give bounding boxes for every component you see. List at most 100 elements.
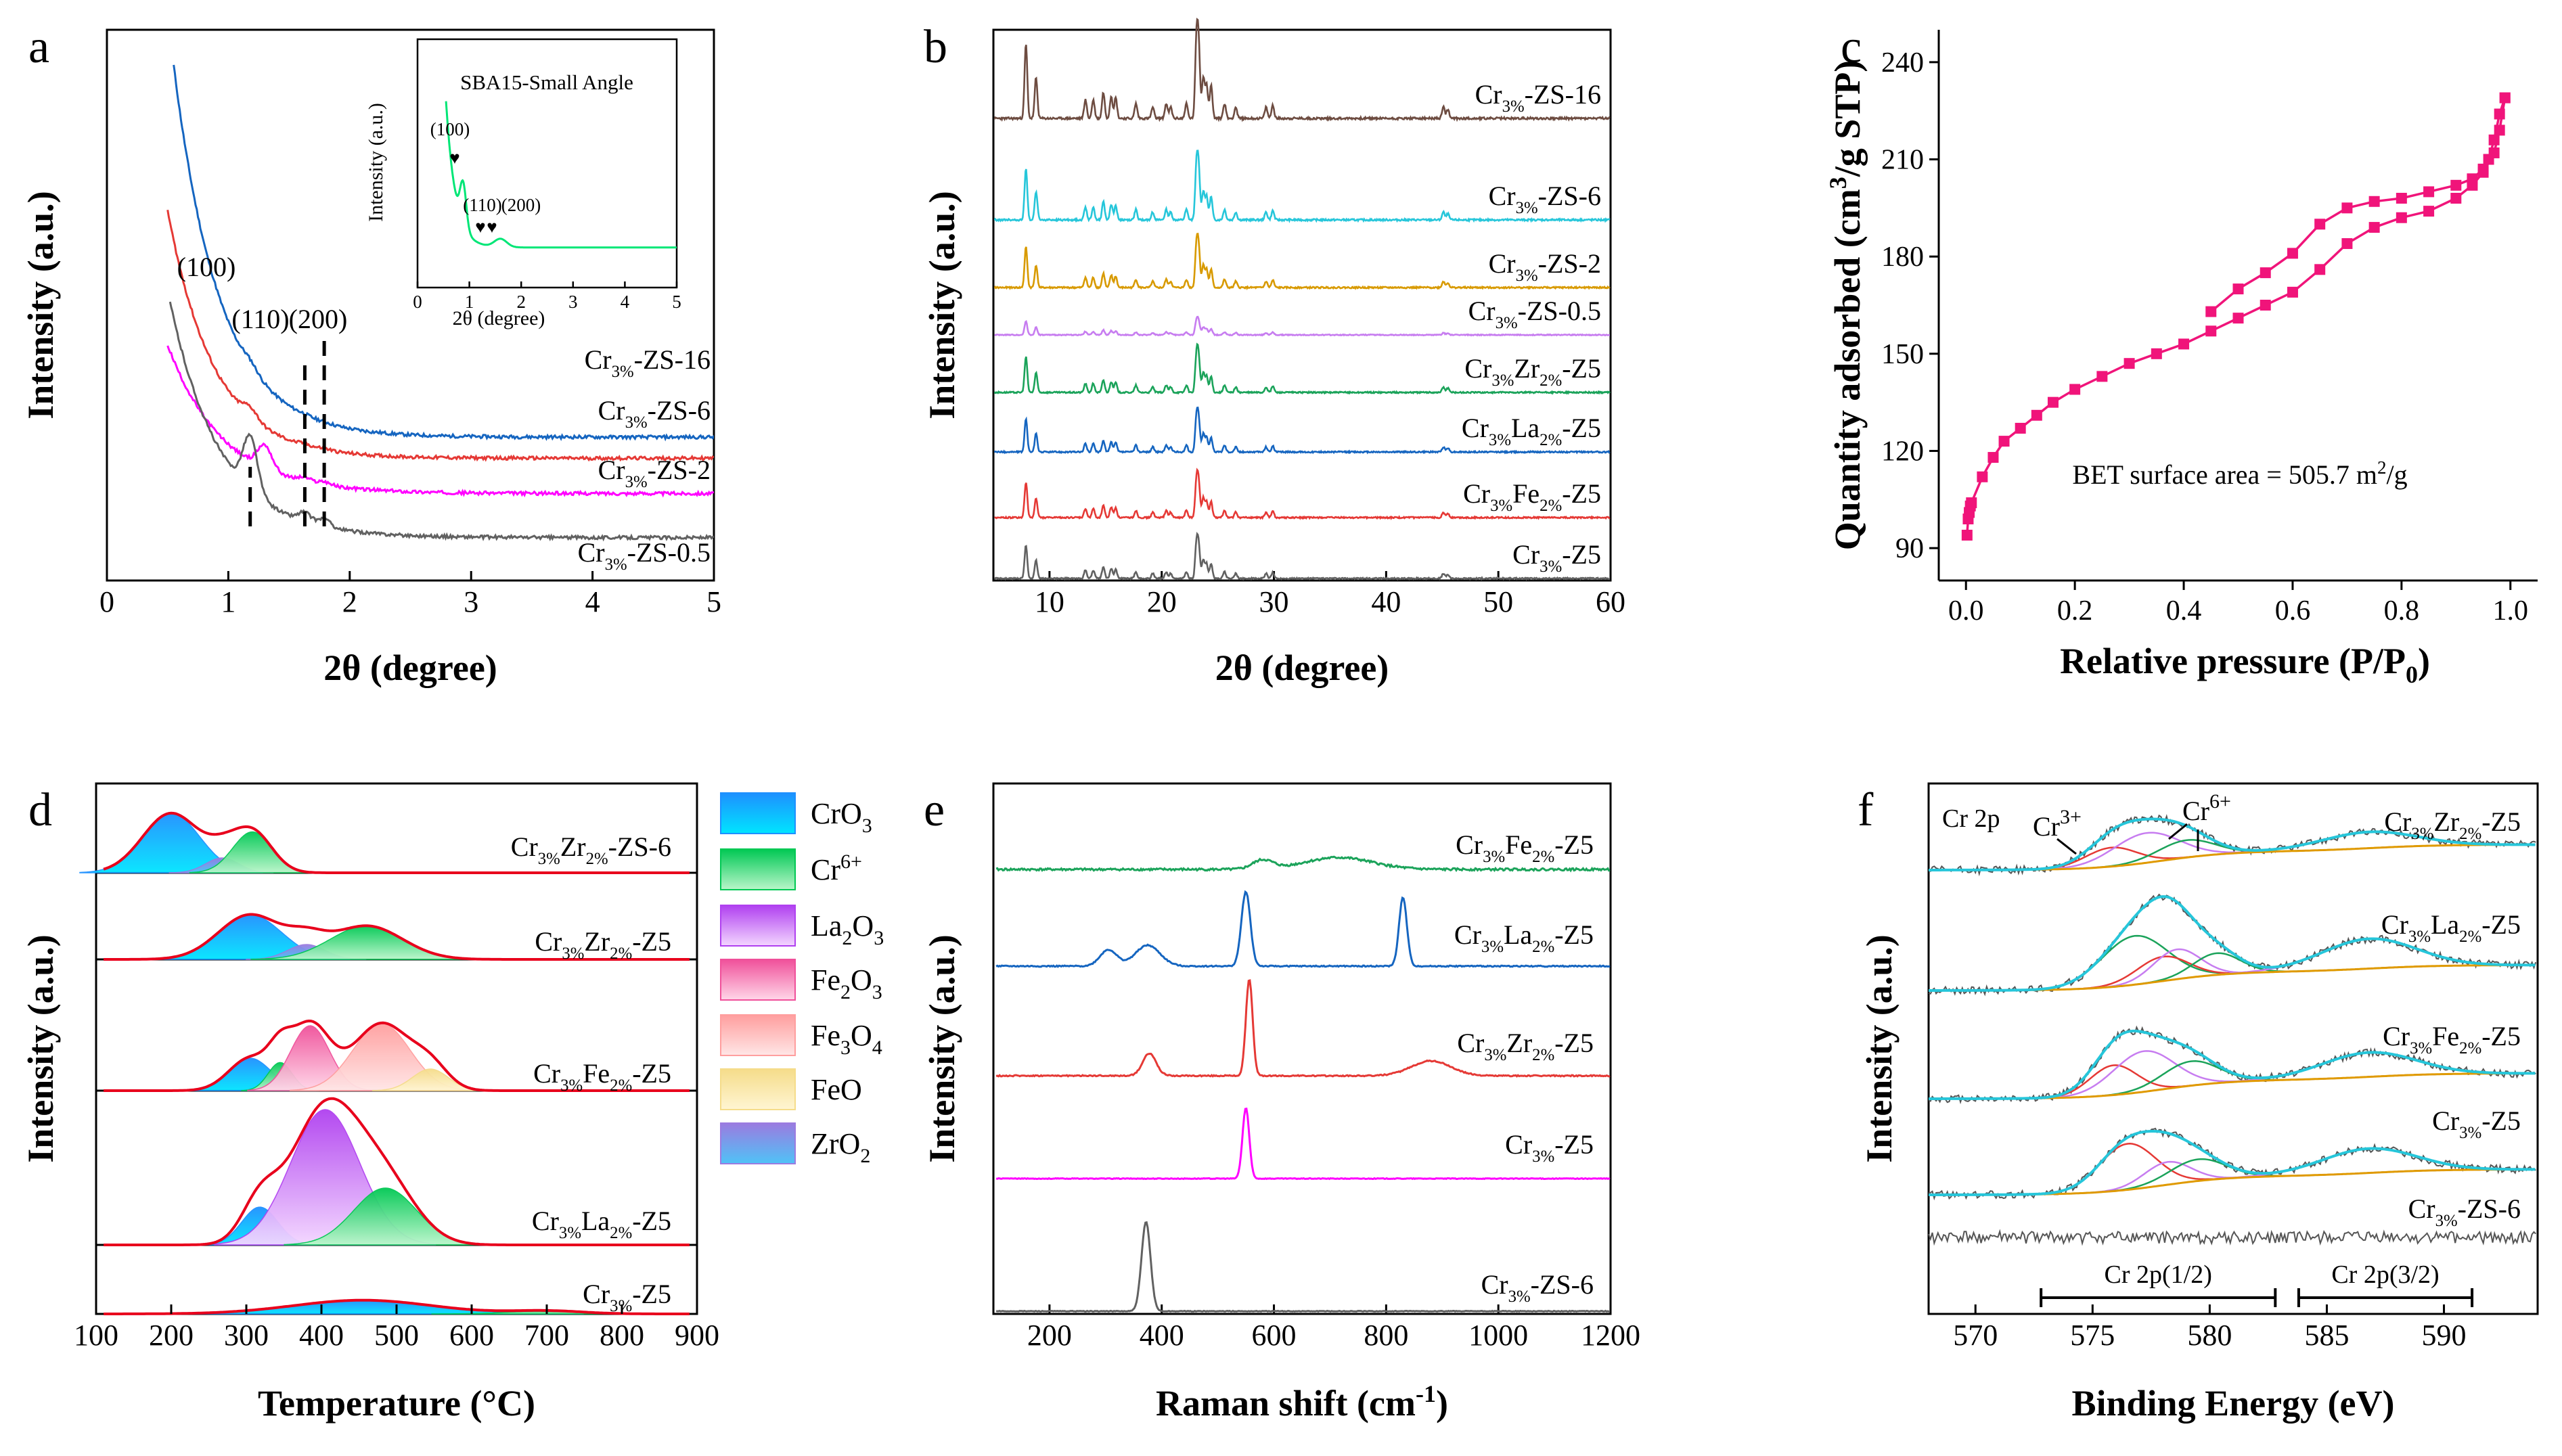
legend-swatch: [720, 905, 796, 947]
text-part: -Z5: [2481, 1106, 2521, 1136]
bracket-label: Cr 2p(1/2): [2105, 1260, 2212, 1289]
text-part: 2%: [610, 1076, 632, 1095]
text-part: -Z5: [1562, 478, 1601, 509]
xps-envelope: [1929, 817, 2536, 871]
x-tick-label: 4: [621, 292, 630, 312]
y-axis-title: Quantity adsorbed (cm3/g STP): [1824, 60, 1868, 551]
plot-frame: [992, 28, 1612, 582]
xps-component: [1929, 832, 2536, 871]
xps-envelope: [1929, 895, 2536, 992]
xps-raw-data: [1928, 1229, 2536, 1246]
series-line-ZS0.5: [168, 301, 714, 542]
text-part: 2%: [586, 850, 608, 868]
text-part: 3%: [1490, 497, 1512, 515]
text-part: O: [851, 963, 872, 997]
isotherm-point: [2467, 173, 2478, 185]
legend-label: Fe2O3: [811, 963, 882, 1003]
inset-title: SBA15-Small Angle: [460, 70, 633, 94]
isotherm-point: [2483, 154, 2494, 165]
text-part: Cr: [2432, 1106, 2459, 1136]
series-label: Cr3%-ZS-0.5: [578, 537, 711, 574]
x-axis-title: Temperature (°C): [258, 1383, 535, 1424]
text-part: -Z5: [2481, 909, 2521, 940]
xps-component: [1929, 831, 2536, 871]
text-part: La: [2431, 909, 2459, 940]
raman-spectrum: [995, 855, 1611, 873]
text-part: Cr: [1454, 919, 1481, 950]
text-part: -ZS-16: [1525, 79, 1601, 110]
isotherm-point: [1998, 436, 2010, 447]
text-part: Cr: [2381, 909, 2408, 940]
isotherm-point: [2423, 206, 2435, 217]
series-label: Cr3%Fe2%-Z5: [1463, 478, 1601, 515]
text-part: -Z5: [1562, 413, 1601, 443]
series-label: Cr3%-ZS-6: [1481, 1269, 1594, 1306]
heart-icon: ♥: [475, 217, 485, 237]
legend-label: FeO: [811, 1073, 862, 1106]
text-part: Zr: [584, 926, 610, 957]
x-tick-label: 200: [1027, 1319, 1072, 1352]
x-tick-label: 3: [568, 292, 578, 312]
text-part: 2%: [1540, 497, 1562, 515]
text-part: 3%: [2411, 825, 2433, 843]
text-part: Cr: [1489, 248, 1516, 279]
text-part: Fe: [811, 963, 840, 997]
text-part: -ZS-6: [2458, 1193, 2521, 1224]
text-part: 3%: [1516, 199, 1538, 217]
isotherm-point: [2031, 409, 2042, 421]
x-axis-title: 2θ (degree): [323, 647, 497, 688]
x-tick-label: 300: [224, 1319, 269, 1352]
text-part: 3%: [1502, 97, 1525, 116]
panel-letter-f: f: [1858, 784, 1874, 836]
isotherm-point: [2178, 338, 2190, 350]
text-part: Cr: [1463, 478, 1490, 509]
xps-background: [1929, 1072, 2536, 1100]
text-part: BET surface area = 505.7 m: [2072, 459, 2377, 490]
text-part: 3%: [562, 945, 584, 963]
text-part: 3: [840, 1037, 851, 1059]
text-part: 3%: [605, 555, 627, 574]
text-part: -ZS-6: [608, 832, 671, 862]
series-line-ZS16: [173, 64, 714, 442]
text-part: 3%: [1540, 558, 1562, 576]
panel-f: f 570 575 580 585 590 Binding Energy (eV) Inten…: [1858, 782, 2539, 1424]
x-tick-label: 2: [342, 585, 357, 618]
series-label: Cr3%Fe2%-Z5: [2383, 1021, 2521, 1057]
plot-frame: [106, 28, 715, 582]
series-label: Cr3%-ZS-16: [585, 344, 711, 381]
series-label: Cr3%-Z5: [1505, 1129, 1594, 1166]
text-part: 3%: [612, 363, 634, 381]
text-part: Cr: [1457, 1028, 1484, 1058]
text-part: 3: [862, 815, 872, 837]
text-part: Cr: [532, 1206, 559, 1236]
raman-spectrum: [995, 1221, 1611, 1313]
cr6-label: Cr6+: [2182, 790, 2231, 826]
y-tick-label: 120: [1881, 436, 1924, 467]
text-part: 2%: [610, 1224, 632, 1242]
text-part: 3: [872, 981, 882, 1003]
data-lines: [166, 64, 714, 542]
text-part: Cr: [2383, 1021, 2410, 1051]
panel-b: b 10 20 30 40 50 60 2θ (degree) Intensity (a.u.)…: [922, 18, 1625, 688]
isotherm-point: [2015, 422, 2026, 434]
xps-component: [1929, 1147, 2536, 1196]
x-tick-label: 3: [464, 585, 478, 618]
text-part: Zr: [1514, 353, 1540, 384]
y-tick-label: 240: [1881, 47, 1924, 78]
heart-icon: ♥: [487, 217, 497, 237]
text-part: -ZS-16: [634, 344, 711, 375]
isotherm-point: [2396, 212, 2407, 223]
text-part: Cr: [1468, 296, 1496, 326]
text-part: -Z5: [632, 926, 671, 957]
x-tick-label: 575: [2070, 1319, 2115, 1352]
xps-envelope: [1929, 1130, 2536, 1196]
text-part: Cr: [1456, 829, 1483, 860]
text-part: Fe: [2432, 1021, 2459, 1051]
text-part: 3%: [1481, 938, 1504, 956]
text-part: Relative pressure (P/P: [2060, 641, 2406, 681]
text-part: -ZS-2: [648, 455, 711, 485]
series-label: Cr3%Zr2%-Z5: [2384, 806, 2521, 843]
x-tick-label: 0: [413, 292, 422, 312]
text-part: 2: [2377, 457, 2387, 478]
